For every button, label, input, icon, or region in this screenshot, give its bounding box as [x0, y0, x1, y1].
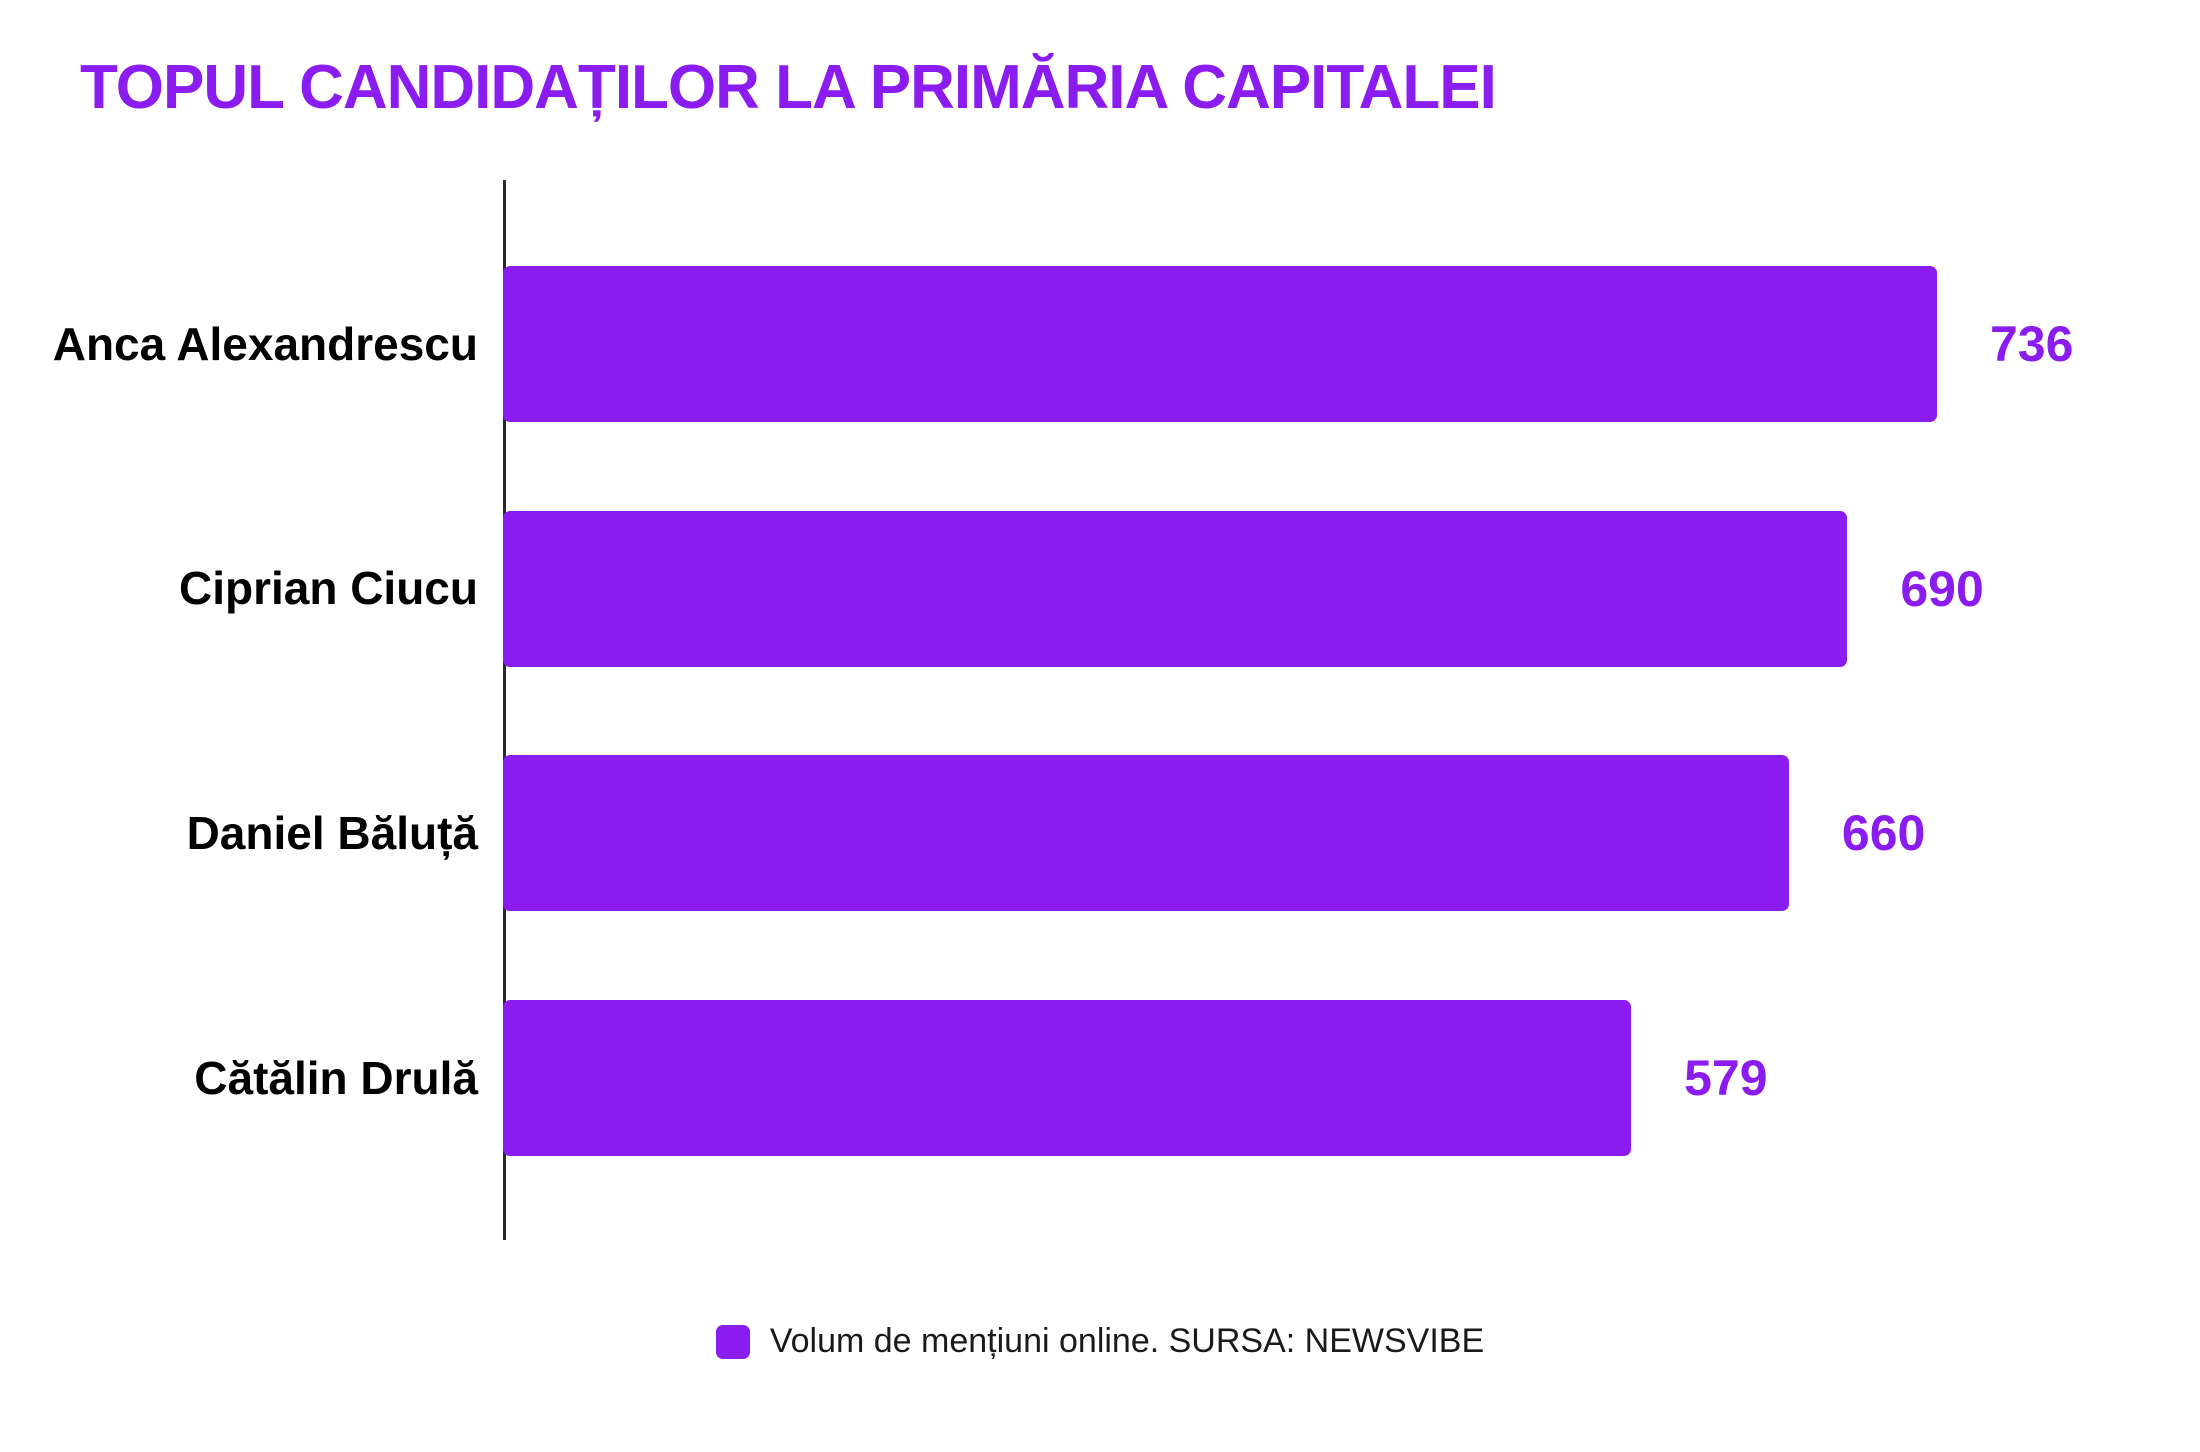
chart-row: Anca Alexandrescu 736: [0, 266, 2200, 422]
chart-row: Daniel Băluță 660: [0, 755, 2200, 912]
value-label: 736: [1990, 316, 2074, 372]
category-label: Daniel Băluță: [186, 806, 478, 859]
legend-swatch-icon: [715, 1324, 750, 1359]
value-label: 660: [1841, 805, 1926, 862]
bar: [503, 755, 1789, 912]
chart-row: Ciprian Ciucu 690: [0, 510, 2200, 667]
bar: [503, 510, 1848, 667]
category-label: Anca Alexandrescu: [52, 317, 478, 370]
legend-label: Volum de mențiuni online. SURSA: NEWSVIB…: [769, 1322, 1485, 1360]
value-label: 690: [1900, 560, 1984, 617]
legend: Volum de mențiuni online. SURSA: NEWSVIB…: [0, 1322, 2200, 1361]
category-label: Ciprian Ciucu: [178, 562, 478, 615]
chart-title: TOPUL CANDIDAȚILOR LA PRIMĂRIA CAPITALEI: [80, 53, 1497, 122]
y-axis-line: [503, 180, 506, 1240]
bar: [503, 1000, 1632, 1157]
category-label: Cătălin Drulă: [194, 1051, 478, 1104]
chart-row: Cătălin Drulă 579: [0, 1000, 2200, 1157]
bar: [503, 266, 1937, 422]
value-label: 579: [1684, 1050, 1768, 1107]
